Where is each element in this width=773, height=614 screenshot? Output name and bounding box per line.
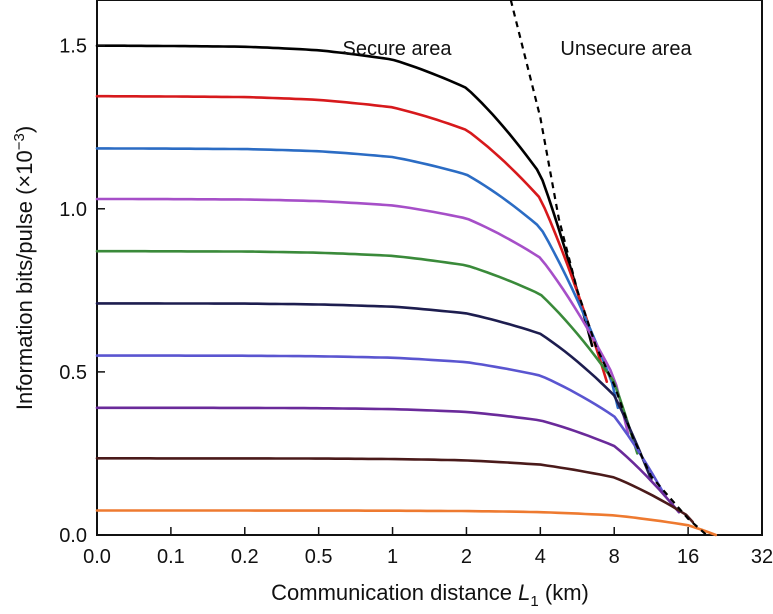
series-line-6 <box>95 354 667 498</box>
series-line-2 <box>95 147 620 410</box>
x-tick-label-9: 32 <box>751 546 773 568</box>
x-tick-label-4: 1 <box>387 546 398 568</box>
y-tick-label-1: 0.5 <box>59 362 87 384</box>
series-line-0 <box>95 44 594 348</box>
x-tick-label-3: 0.5 <box>305 546 333 568</box>
x-tick-label-2: 0.2 <box>231 546 259 568</box>
x-tick-label-7: 8 <box>609 546 620 568</box>
ticks-layer: 0.0 0.1 0.2 0.5 1 2 4 8 16 32 0.0 0.5 1.0 1.5 <box>59 36 773 568</box>
series-line-7 <box>95 406 681 514</box>
secure-boundary-line <box>509 0 708 536</box>
x-tick-label-5: 2 <box>461 546 472 568</box>
x-tick-label-6: 4 <box>535 546 546 568</box>
plot-frame <box>96 0 763 536</box>
series-line-1 <box>95 94 609 384</box>
y-tick-label-3: 1.5 <box>59 36 87 58</box>
series-line-8 <box>95 456 695 524</box>
x-tick-label-8: 16 <box>677 546 699 568</box>
y-tick-label-2: 1.0 <box>59 199 87 221</box>
x-axis-label: Communication distance L1 (km) <box>271 580 589 610</box>
series-line-3 <box>95 197 630 436</box>
series-line-5 <box>95 302 653 481</box>
series-line-9 <box>95 509 718 537</box>
annotation-unsecure-area: Unsecure area <box>560 38 692 60</box>
y-axis-label: Information bits/pulse (×10−3) <box>11 126 37 410</box>
annotation-secure-area: Secure area <box>343 38 453 60</box>
x-tick-label-1: 0.1 <box>157 546 185 568</box>
y-tick-label-0: 0.0 <box>59 525 87 547</box>
series-line-4 <box>95 249 639 455</box>
series-layer <box>95 0 718 537</box>
x-tick-label-0: 0.0 <box>83 546 111 568</box>
